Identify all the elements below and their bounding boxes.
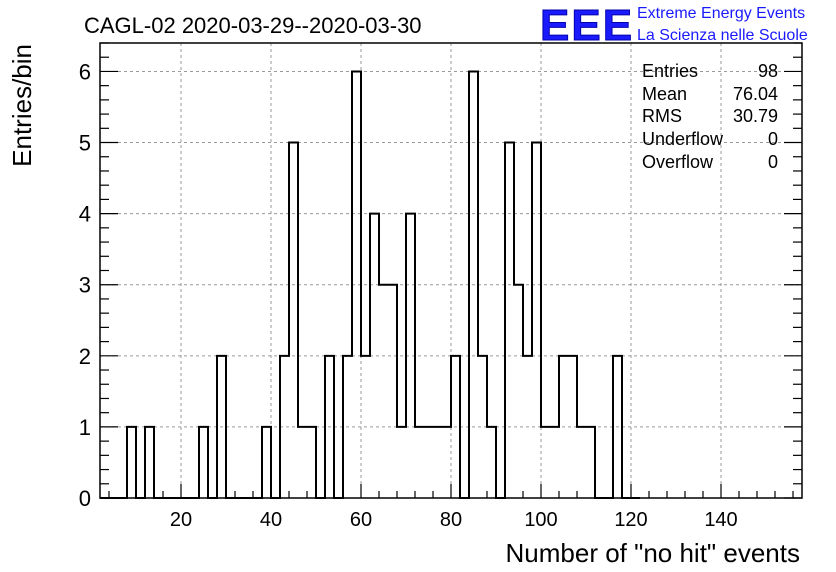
histogram-bin-28 [352, 71, 361, 498]
histogram-bin-5 [145, 427, 154, 498]
stats-overflow-value: 0 [768, 152, 778, 172]
y-tick-label-3: 3 [79, 273, 91, 298]
x-tick-label-6: 140 [704, 509, 737, 531]
histogram-bin-50 [550, 427, 559, 498]
x-axis-label: Number of "no hit" events [506, 538, 801, 568]
histogram-bin-52 [568, 356, 577, 498]
histogram-bin-23 [307, 427, 316, 498]
stats-box: Entries 98 Mean 76.04 RMS 30.79 Underflo… [642, 61, 778, 172]
stats-mean-label: Mean [642, 84, 687, 104]
x-tick-label-4: 100 [524, 509, 557, 531]
y-tick-label-0: 0 [79, 486, 91, 511]
histogram-bin-32 [388, 285, 397, 498]
histogram-bin-22 [298, 427, 307, 498]
histogram-bin-37 [433, 427, 442, 498]
logo-line-1: Extreme Energy Events [637, 5, 805, 22]
y-tick-label-2: 2 [79, 344, 91, 369]
histogram-bin-18 [262, 427, 271, 498]
eee-logo-icon: EEE [540, 1, 634, 50]
stats-entries-value: 98 [758, 61, 778, 81]
histogram-bin-45 [505, 143, 514, 498]
histogram-bin-13 [217, 356, 226, 498]
y-tick-label-4: 4 [79, 202, 91, 227]
x-tick-label-5: 120 [614, 509, 647, 531]
histogram-bin-34 [406, 214, 415, 498]
histogram-outline [100, 70, 640, 499]
stats-mean-value: 76.04 [733, 84, 778, 104]
histogram-bin-48 [532, 143, 541, 498]
y-tick-label-6: 6 [79, 59, 91, 84]
histogram-bin-35 [415, 427, 424, 498]
stats-underflow-label: Underflow [642, 129, 724, 149]
stats-underflow-value: 0 [768, 129, 778, 149]
histogram-bin-27 [343, 356, 352, 498]
histogram-bin-3 [127, 427, 136, 498]
histogram-bin-11 [199, 427, 208, 498]
histogram-bin-36 [424, 427, 433, 498]
histogram-bin-31 [379, 285, 388, 498]
histogram-bin-20 [280, 356, 289, 498]
logo-line-2: La Scienza nelle Scuole [637, 27, 808, 44]
histogram-bin-29 [361, 356, 370, 498]
histogram-bin-46 [514, 285, 523, 498]
histogram-bin-49 [541, 427, 550, 498]
histogram-bars [100, 70, 640, 499]
histogram-bin-30 [370, 214, 379, 498]
stats-overflow-label: Overflow [642, 152, 714, 172]
stats-rms-value: 30.79 [733, 106, 778, 126]
histogram-bin-43 [487, 427, 496, 498]
histogram-bin-33 [397, 427, 406, 498]
x-tick-label-3: 80 [440, 509, 462, 531]
histogram-bin-47 [523, 356, 532, 498]
histogram-bin-57 [613, 356, 622, 498]
stats-rms-label: RMS [642, 106, 682, 126]
chart-title: CAGL-02 2020-03-29--2020-03-30 [84, 13, 422, 38]
y-axis-label: Entries/bin [7, 44, 37, 167]
histogram-bin-25 [325, 356, 334, 498]
histogram-bin-51 [559, 356, 568, 498]
histogram-bin-42 [478, 356, 487, 498]
x-tick-label-1: 40 [260, 509, 282, 531]
histogram-bin-38 [442, 427, 451, 498]
histogram-bin-54 [586, 427, 595, 498]
histogram-bin-41 [469, 71, 478, 498]
y-tick-label-5: 5 [79, 131, 91, 156]
histogram-bin-53 [577, 427, 586, 498]
histogram-bin-21 [289, 143, 298, 498]
x-tick-label-0: 20 [170, 509, 192, 531]
axis-ticks [100, 42, 802, 499]
x-tick-label-2: 60 [350, 509, 372, 531]
tick-labels: 20 40 60 80 100 120 140 0 1 2 3 4 5 6 [79, 59, 738, 531]
stats-entries-label: Entries [642, 61, 698, 81]
y-tick-label-1: 1 [79, 415, 91, 440]
histogram-bin-39 [451, 356, 460, 498]
